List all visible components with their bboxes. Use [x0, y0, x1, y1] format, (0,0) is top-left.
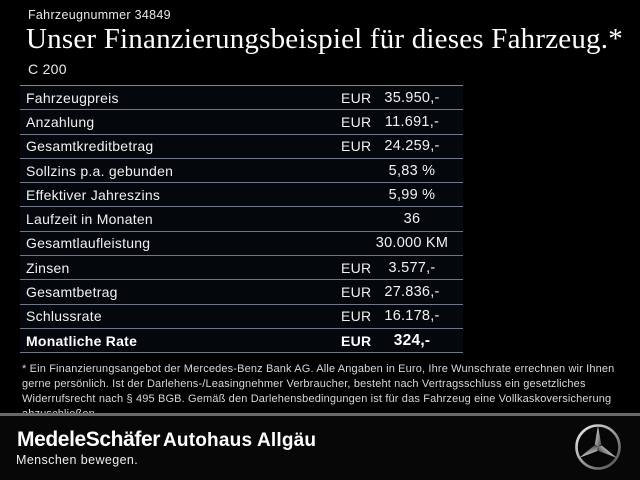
table-row: Laufzeit in Monaten 36 — [20, 207, 463, 232]
row-label: Sollzins p.a. gebunden — [26, 162, 174, 179]
currency-label: EUR — [341, 113, 372, 130]
row-label: Monatliche Rate — [26, 332, 138, 349]
row-value: 24.259,- — [384, 138, 440, 155]
row-value: 11.691,- — [384, 113, 440, 130]
currency-label: EUR — [341, 138, 372, 155]
currency-label: EUR — [341, 284, 372, 301]
row-label: Laufzeit in Monaten — [26, 211, 153, 228]
row-value: 27.836,- — [384, 284, 440, 301]
row-label: Schlussrate — [26, 308, 102, 325]
row-label: Fahrzeugpreis — [26, 89, 119, 106]
row-value: 16.178,- — [384, 308, 440, 325]
row-label: Gesamtbetrag — [26, 284, 118, 301]
page-title: Unser Finanzierungsbeispiel für dieses F… — [26, 23, 623, 55]
row-value: 3.577,- — [388, 259, 436, 276]
row-label: Anzahlung — [26, 113, 95, 130]
table-row: Effektiver Jahreszins 5,99 % — [20, 183, 463, 208]
row-label: Effektiver Jahreszins — [26, 186, 161, 203]
finance-table: Fahrzeugpreis EUR 35.950,- Anzahlung EUR 11.6… — [20, 85, 463, 354]
dealer-tagline: Menschen bewegen. — [16, 453, 139, 467]
row-value: 5,83 % — [388, 162, 436, 179]
currency-label: EUR — [341, 259, 372, 276]
row-value: 35.950,- — [384, 89, 440, 106]
table-row: Schlussrate EUR 16.178,- — [20, 305, 463, 329]
table-row: Gesamtlaufleistung 30.000 KM — [20, 232, 463, 257]
vehicle-number: Fahrzeugnummer 34849 — [28, 8, 171, 22]
row-value: 5,99 % — [388, 186, 436, 203]
row-value: 36 — [403, 211, 421, 228]
currency-label: EUR — [341, 332, 372, 349]
table-row: Gesamtbetrag EUR 27.836,- — [20, 280, 463, 305]
table-row: Gesamtkreditbetrag EUR 24.259,- — [20, 135, 463, 159]
mercedes-star-icon — [573, 422, 623, 472]
row-value: 30.000 KM — [375, 235, 449, 252]
vehicle-model: C 200 — [28, 61, 67, 77]
row-value: 324,- — [393, 331, 431, 349]
table-row: Zinsen EUR 3.577,- — [20, 256, 463, 281]
table-row: Sollzins p.a. gebunden 5,83 % — [20, 159, 463, 184]
currency-label: EUR — [341, 308, 372, 325]
row-label: Gesamtkreditbetrag — [26, 138, 154, 155]
dealer-secondary-logo: Autohaus Allgäu — [163, 430, 317, 451]
table-row: Anzahlung EUR 11.691,- — [20, 110, 463, 135]
currency-label: EUR — [341, 89, 372, 106]
table-row: Fahrzeugpreis EUR 35.950,- — [20, 86, 463, 111]
dealer-logo: MedeleSchäfer — [17, 428, 161, 451]
table-row: Monatliche Rate EUR 324,- — [20, 329, 463, 354]
row-label: Gesamtlaufleistung — [26, 235, 151, 252]
row-label: Zinsen — [26, 259, 70, 276]
footer-bar: MedeleSchäfer Menschen bewegen. Autohaus… — [0, 413, 640, 480]
